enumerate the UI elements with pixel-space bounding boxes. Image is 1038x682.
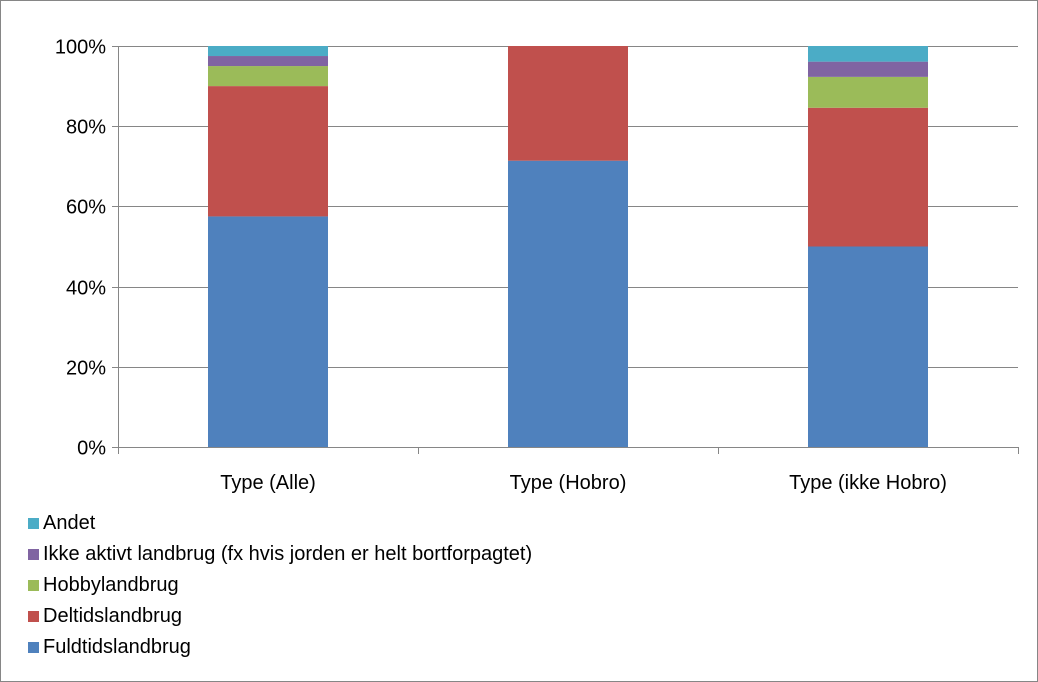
y-tick-label: 20% — [66, 358, 106, 380]
legend-swatch — [28, 642, 39, 653]
y-tick-label: 40% — [66, 278, 106, 300]
y-tick-label: 60% — [66, 197, 106, 219]
legend-swatch — [28, 549, 39, 560]
legend-label: Deltidslandbrug — [43, 605, 182, 627]
legend-item: Deltidslandbrug — [28, 601, 928, 632]
bar-segment-ikke — [208, 56, 328, 67]
y-tick-label: 80% — [66, 117, 106, 139]
bars — [208, 46, 928, 447]
legend-label: Hobbylandbrug — [43, 574, 179, 596]
bar-segment-deltidslandbrug — [208, 86, 328, 217]
legend-swatch — [28, 611, 39, 622]
legend: Andet Ikke aktivt landbrug (fx hvis jorde… — [28, 508, 928, 663]
bar-segment-andet — [208, 46, 328, 57]
x-tick-label: Type (Alle) — [220, 472, 316, 494]
y-tick-label: 0% — [77, 438, 106, 460]
legend-label: Andet — [43, 512, 96, 534]
x-tick-label: Type (ikke Hobro) — [789, 472, 947, 494]
bar-segment-ikke — [808, 61, 928, 77]
x-tick-label: Type (Hobro) — [510, 472, 627, 494]
bar-segment-deltidslandbrug — [808, 107, 928, 247]
bar-segment-fuldtidslandbrug — [208, 216, 328, 447]
legend-item: Hobbylandbrug — [28, 570, 928, 601]
legend-item: Andet — [28, 508, 928, 539]
axes — [112, 46, 1019, 454]
bar-segment-fuldtidslandbrug — [508, 160, 628, 447]
legend-swatch — [28, 518, 39, 529]
legend-swatch — [28, 580, 39, 591]
bar-segment-hobbylandbrug — [808, 76, 928, 108]
bar-segment-hobbylandbrug — [208, 66, 328, 87]
legend-label: Fuldtidslandbrug — [43, 636, 191, 658]
tick-labels: 0% 20% 40% 60% 80% 100% Type (Alle) Type (Hobro… — [55, 37, 947, 495]
bar-segment-andet — [808, 46, 928, 62]
bar-segment-fuldtidslandbrug — [808, 246, 928, 447]
legend-item: Fuldtidslandbrug — [28, 632, 928, 663]
bar-segment-deltidslandbrug — [508, 46, 628, 161]
legend-item: Ikke aktivt landbrug (fx hvis jorden er … — [28, 539, 928, 570]
y-tick-label: 100% — [55, 37, 106, 59]
legend-label: Ikke aktivt landbrug (fx hvis jorden er … — [43, 543, 533, 565]
